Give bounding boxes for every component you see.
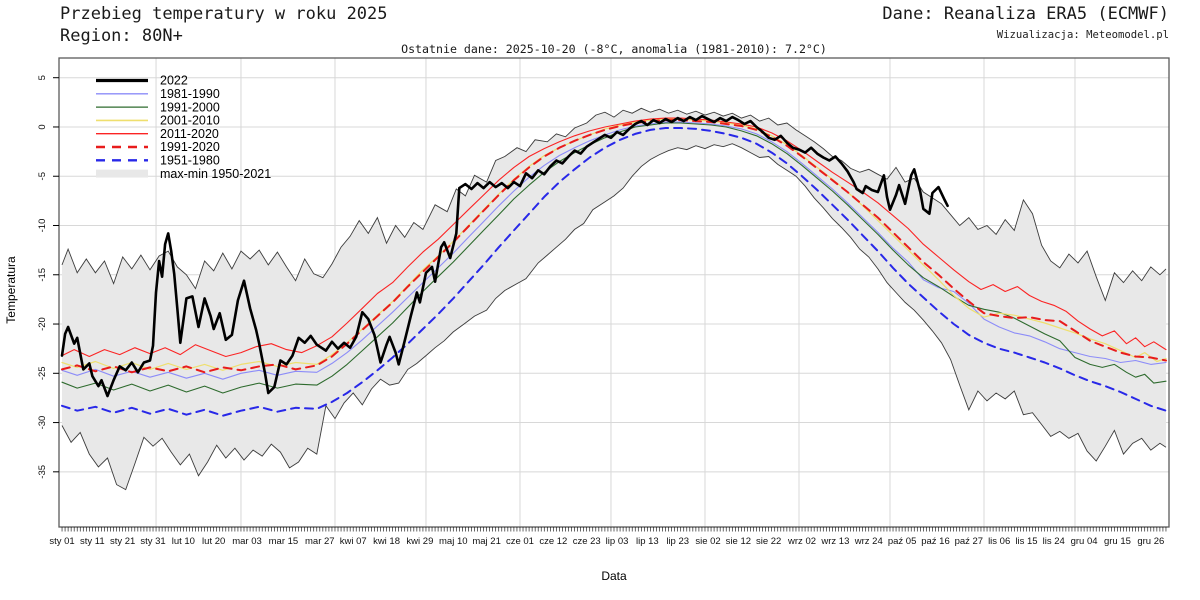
series-line-1991-2020 [61, 119, 1167, 374]
y-tick-label: -5 [37, 172, 48, 180]
x-tick-label: lut 10 [172, 536, 195, 547]
x-tick-label: lis 15 [1015, 536, 1037, 547]
y-tick-label: -30 [37, 416, 48, 430]
x-tick-label: kwi 18 [373, 536, 400, 547]
x-tick-label: sie 12 [726, 536, 751, 547]
x-tick-label: kwi 29 [406, 536, 433, 547]
x-tick-label: sty 21 [110, 536, 135, 547]
x-tick-label: cze 23 [573, 536, 601, 547]
x-tick-label: sty 11 [80, 536, 105, 547]
x-tick-label: mar 15 [269, 536, 299, 547]
x-tick-label: lut 20 [202, 536, 225, 547]
x-tick-label: lis 24 [1043, 536, 1065, 547]
legend-label-2011-2020: 2011-2020 [160, 127, 219, 141]
legend-label-2001-2010: 2001-2010 [160, 114, 220, 128]
series-line-1981-1990 [61, 121, 1167, 380]
y-tick-label: -15 [37, 268, 48, 282]
last-data-note: Ostatnie dane: 2025-10-20 (-8°C, anomali… [401, 42, 827, 56]
x-tick-label: mar 27 [305, 536, 335, 547]
legend-label-1951-1980: 1951-1980 [160, 154, 220, 168]
x-tick-label: sie 02 [695, 536, 720, 547]
y-tick-label: -20 [37, 317, 48, 331]
data-source-label: Dane: Reanaliza ERA5 (ECMWF) [882, 4, 1169, 24]
x-tick-label: kwi 07 [340, 536, 367, 547]
x-tick-label: paź 27 [955, 536, 984, 547]
x-tick-label: sty 31 [140, 536, 165, 547]
series-line-2022 [60, 114, 949, 398]
minmax-band-area [62, 108, 1166, 490]
series-line-1951-1980 [61, 127, 1167, 417]
x-tick-label: cze 12 [539, 536, 567, 547]
x-tick-label: sie 22 [756, 536, 781, 547]
minmax-band-max-edge [61, 107, 1167, 302]
x-tick-label: sty 01 [49, 536, 74, 547]
minmax-band-min-edge [61, 143, 1167, 491]
legend-label-1991-2000: 1991-2000 [160, 100, 220, 114]
x-tick-label: gru 04 [1071, 536, 1098, 547]
x-tick-label: lip 03 [606, 536, 629, 547]
x-tick-label: paź 05 [888, 536, 917, 547]
y-axis-label: Temperatura [4, 256, 18, 324]
y-tick-label: 0 [37, 124, 48, 129]
x-tick-label: maj 21 [472, 536, 501, 547]
x-tick-label: lip 23 [666, 536, 689, 547]
x-tick-label: gru 26 [1137, 536, 1164, 547]
legend-swatch-max-min 1950-2021 [96, 169, 148, 178]
visualization-credit: Wizualizacja: Meteomodel.pl [996, 29, 1169, 41]
legend-label-max-min 1950-2021: max-min 1950-2021 [160, 167, 271, 181]
x-tick-label: lip 13 [636, 536, 659, 547]
x-tick-label: mar 03 [232, 536, 262, 547]
series-line-1991-2000 [61, 122, 1167, 394]
legend-label-1991-2020: 1991-2020 [160, 140, 220, 154]
y-tick-label: -10 [37, 219, 48, 233]
y-tick-label: -25 [37, 366, 48, 380]
chart-title: Przebieg temperatury w roku 2025 [60, 4, 388, 24]
chart-region-label: Region: 80N+ [60, 26, 183, 46]
x-axis-label: Data [601, 569, 627, 583]
y-tick-label: -35 [37, 465, 48, 479]
x-tick-label: wrz 24 [854, 536, 883, 547]
x-tick-label: paź 16 [921, 536, 950, 547]
x-tick-label: maj 10 [439, 536, 468, 547]
x-tick-label: wrz 02 [787, 536, 816, 547]
x-tick-label: lis 06 [988, 536, 1010, 547]
series-line-2011-2020 [61, 117, 1167, 358]
x-tick-label: gru 15 [1104, 536, 1131, 547]
y-tick-label: 5 [37, 75, 48, 80]
x-tick-label: cze 01 [506, 536, 534, 547]
legend-label-2022: 2022 [160, 74, 188, 88]
x-tick-label: wrz 13 [820, 536, 849, 547]
legend-label-1981-1990: 1981-1990 [160, 87, 220, 101]
